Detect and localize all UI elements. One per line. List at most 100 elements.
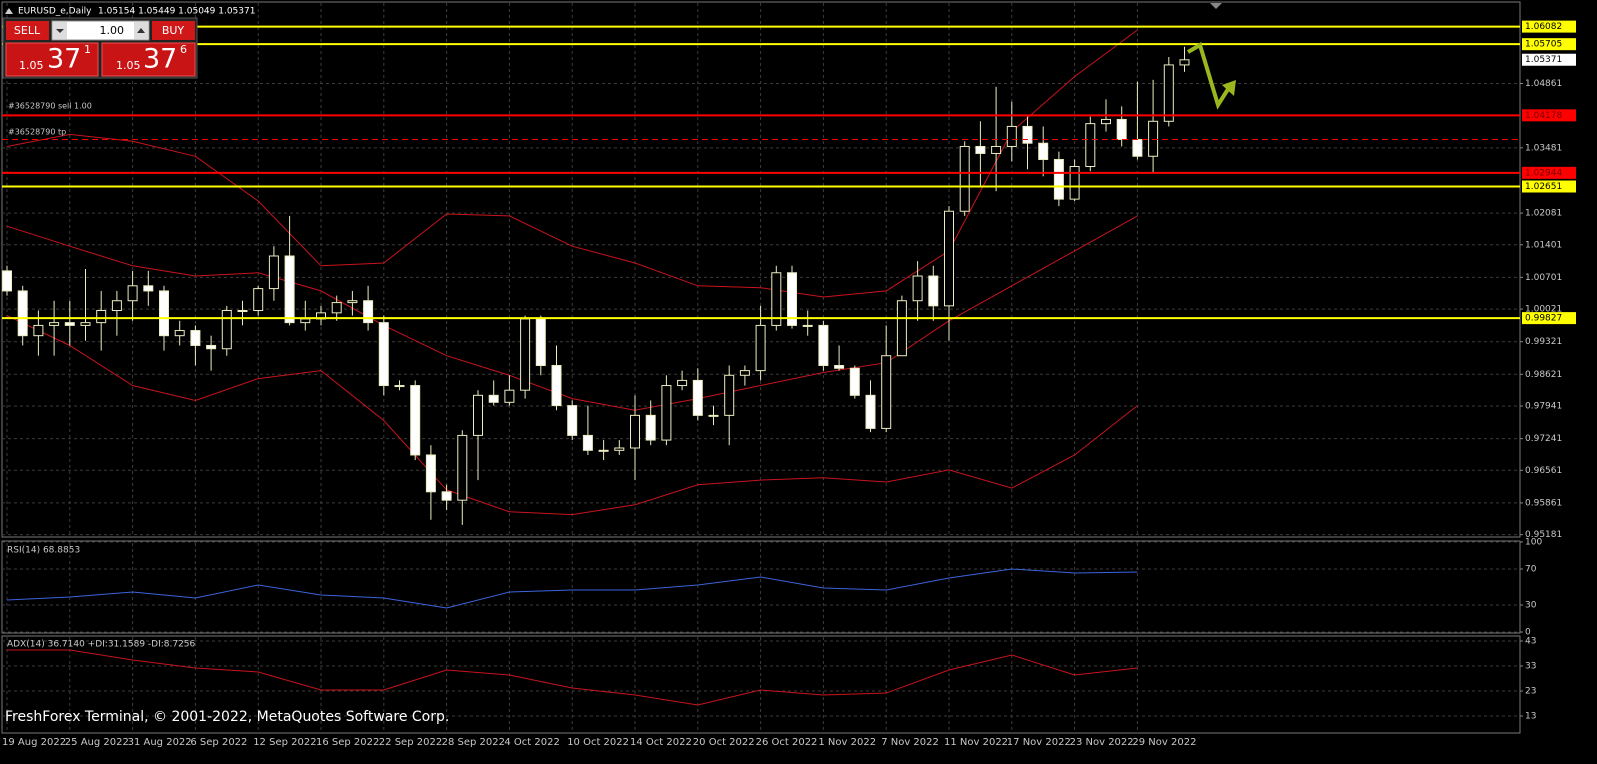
- candle-body: [33, 324, 44, 337]
- order-label: #36528790 sell 1.00: [8, 102, 92, 111]
- candle-body: [1069, 166, 1080, 200]
- candle-body: [504, 389, 515, 403]
- candle-body: [896, 300, 907, 357]
- sell-button[interactable]: [6, 21, 49, 40]
- sell-price-pips: 37: [47, 44, 81, 75]
- candle-body: [457, 434, 468, 501]
- candle-body: [598, 449, 609, 452]
- y-tick-label: 0.97241: [1525, 434, 1562, 444]
- sell-label[interactable]: SELL: [14, 24, 41, 37]
- y-tick-label: 0: [1525, 628, 1531, 638]
- candle-body: [268, 255, 279, 290]
- buy-price-box[interactable]: [101, 42, 196, 77]
- sell-price-big: 1.05: [19, 59, 44, 72]
- candle-body: [2, 270, 12, 292]
- candle-body: [582, 434, 593, 451]
- candle-body: [771, 272, 782, 326]
- candle-body: [1022, 125, 1033, 144]
- candle-body: [96, 310, 107, 324]
- candle-body: [614, 447, 625, 451]
- y-tick-label: 1.04861: [1525, 79, 1562, 89]
- main-panel: [1, 1, 1521, 538]
- buy-price-frac: 6: [180, 43, 187, 56]
- indicator-line: [6, 568, 1138, 609]
- x-tick-label: 19 Aug 2022: [2, 737, 66, 748]
- candle-body: [677, 379, 688, 387]
- panel-frames: [1, 1, 1521, 734]
- buy-button[interactable]: [152, 21, 195, 40]
- order-label: #36528790 tp: [8, 128, 66, 137]
- candle-body: [1116, 118, 1127, 140]
- y-tick-label: 0.95181: [1525, 530, 1562, 540]
- y-tick-label: 23: [1525, 687, 1536, 697]
- x-tick-label: 23 Nov 2022: [1070, 737, 1134, 748]
- candle-body: [834, 365, 845, 369]
- candle-body: [739, 370, 750, 376]
- panel-title: ADX(14) 36.7140 +DI:31.1589 -DI:8.7256: [7, 640, 196, 650]
- candle-body: [1038, 142, 1049, 161]
- candle-body: [347, 300, 358, 304]
- buy-price-pips: 37: [143, 44, 177, 75]
- y-tick-label: 1.00021: [1525, 305, 1562, 315]
- copyright: FreshForex Terminal, © 2001-2022, MetaQu…: [5, 709, 449, 725]
- indicator-line: [6, 315, 1138, 516]
- y-tick-label: 1.01401: [1525, 240, 1562, 250]
- y-tick-label: 100: [1525, 538, 1542, 548]
- sell-price-box[interactable]: [5, 42, 99, 77]
- candle-body: [645, 414, 656, 441]
- lot-up-icon: [137, 28, 145, 33]
- candle-body: [206, 344, 217, 350]
- candle-body: [441, 491, 452, 501]
- collapse-icon[interactable]: [5, 8, 13, 14]
- arrow-head: [1222, 80, 1236, 96]
- lot-input[interactable]: [51, 20, 150, 41]
- forecast-arrow: [1186, 41, 1236, 110]
- candle-body: [111, 300, 122, 312]
- x-tick-label: 22 Sep 2022: [379, 737, 442, 748]
- x-tick-label: 31 Aug 2022: [128, 737, 192, 748]
- rsi-panel: [1, 540, 1521, 634]
- level-tag: [1522, 180, 1576, 193]
- candle-body: [159, 290, 169, 337]
- buy-label[interactable]: BUY: [162, 24, 185, 37]
- last-price-label: 1.05371: [1525, 55, 1562, 65]
- ohlc: 1.05154 1.05449 1.05049 1.05371: [98, 7, 255, 17]
- candle-body: [708, 414, 719, 417]
- buy-price-big: 1.05: [116, 59, 141, 72]
- candle-body: [818, 324, 829, 367]
- lot-value[interactable]: 1.00: [100, 24, 125, 37]
- candle-body: [787, 272, 797, 326]
- x-tick-label: 7 Nov 2022: [881, 737, 939, 748]
- x-tick-label: 4 Oct 2022: [504, 737, 559, 748]
- indicator-line: [7, 649, 1138, 706]
- adx-panel: [1, 635, 1521, 734]
- y-tick-label: 0.99321: [1525, 337, 1562, 347]
- x-tick-label: 16 Sep 2022: [316, 737, 379, 748]
- candle-body: [535, 318, 546, 367]
- x-tick-label: 1 Nov 2022: [818, 737, 876, 748]
- candle-body: [551, 365, 562, 407]
- level-tag: [1522, 20, 1576, 33]
- candle-body: [488, 394, 499, 403]
- candle-body: [802, 324, 813, 327]
- candle-body: [410, 385, 421, 456]
- y-tick-label: 13: [1525, 712, 1536, 722]
- sell-price-frac: 1: [84, 43, 91, 56]
- candle-body: [300, 318, 311, 324]
- x-tick-label: 17 Nov 2022: [1007, 737, 1071, 748]
- candle-body: [1148, 120, 1159, 157]
- level-tag: [1522, 166, 1576, 179]
- shift-marker: [1210, 3, 1222, 9]
- candle-body: [991, 145, 1002, 154]
- candle-body: [755, 324, 766, 372]
- candle-body: [724, 374, 735, 416]
- candle-body: [64, 322, 75, 326]
- candle-body: [661, 385, 672, 441]
- x-tick-label: 6 Sep 2022: [190, 737, 247, 748]
- level-label: 1.04178: [1525, 111, 1562, 121]
- candle-body: [284, 255, 295, 324]
- candle-body: [881, 355, 892, 429]
- candle-body: [692, 379, 703, 416]
